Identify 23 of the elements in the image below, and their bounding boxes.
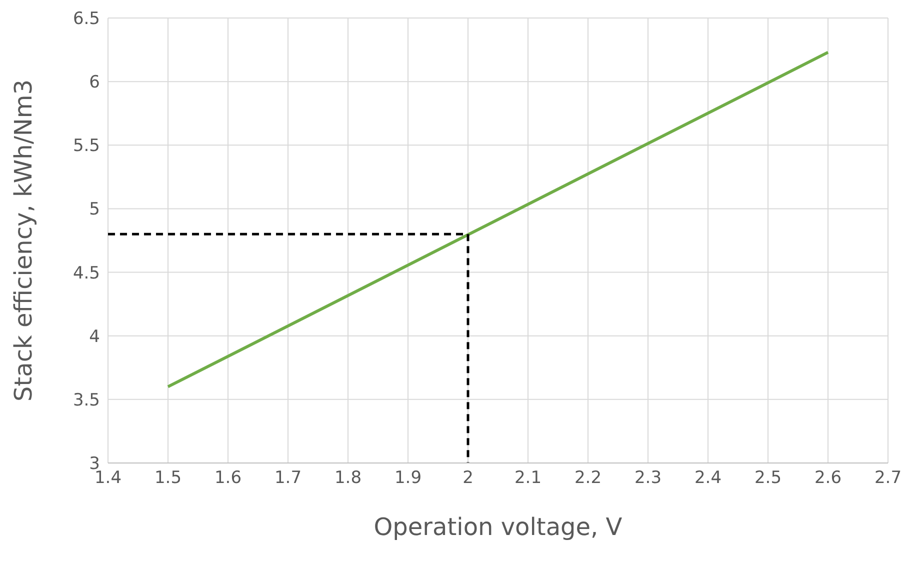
- y-tick-label: 6.5: [72, 9, 100, 30]
- x-tick-label: 1.4: [94, 468, 122, 488]
- x-tick-label: 2: [462, 468, 474, 488]
- y-tick-label: 4.5: [72, 263, 100, 284]
- y-axis-title: Stack efficiency, kWh/Nm3: [10, 79, 38, 402]
- x-tick-label: 2.7: [874, 468, 902, 488]
- x-tick-label: 2.6: [814, 468, 842, 488]
- x-tick-label: 1.9: [394, 468, 422, 488]
- y-tick-label: 4: [89, 326, 100, 347]
- x-tick-label: 2.5: [754, 468, 782, 488]
- x-tick-label: 2.4: [694, 468, 722, 488]
- y-tick-label: 5.5: [72, 136, 100, 156]
- x-tick-label: 1.6: [214, 468, 242, 488]
- x-tick-label: 1.5: [154, 468, 182, 488]
- y-tick-label: 5: [89, 200, 100, 220]
- y-tick-label: 6: [89, 72, 100, 93]
- x-axis-title: Operation voltage, V: [374, 513, 623, 541]
- x-tick-label: 1.7: [274, 468, 302, 488]
- x-tick-label: 1.8: [334, 468, 362, 488]
- x-tick-label: 2.3: [634, 468, 662, 488]
- x-tick-label: 2.1: [514, 468, 542, 488]
- x-tick-label: 2.2: [574, 468, 602, 488]
- y-tick-label: 3.5: [72, 390, 100, 410]
